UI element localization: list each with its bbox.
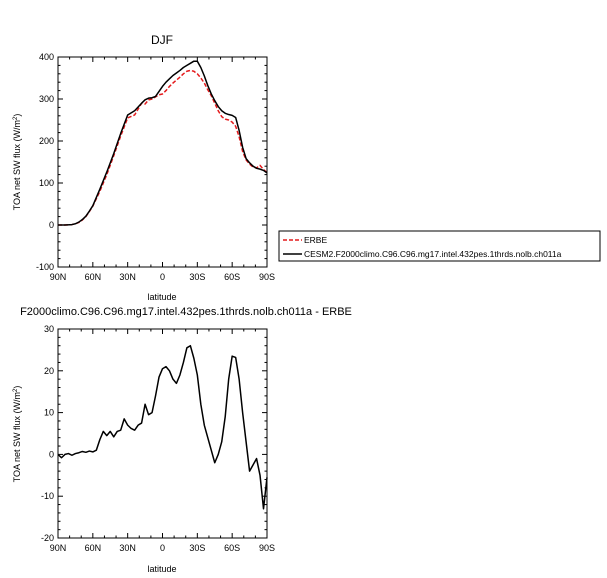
legend-label-erbe: ERBE [304,235,327,245]
top-series-line-0 [58,69,268,226]
bottom-x-tick-label: 30S [189,543,205,553]
top-panel: DJF TOA net SW flux (W/m2) latitude 90N 6… [12,33,275,302]
bottom-x-tick-label: 90N [50,543,67,553]
top-x-tick-label: 90N [50,272,67,282]
top-plot-frame [57,56,268,268]
top-y-axis-label-sup: 2 [13,116,19,120]
top-y-tick-label: -100 [36,262,54,272]
bottom-y-tick-label: 10 [44,408,54,418]
bottom-y-tick-label: -10 [41,491,54,501]
bottom-x-tick-label: 0 [160,543,165,553]
legend-label-model: CESM2.F2000climo.C96.C96.mg17.intel.432p… [304,249,562,259]
top-x-tick-label: 30N [119,272,136,282]
top-series-line-1 [58,60,268,226]
svg-text:TOA net SW flux (W/m2): TOA net SW flux (W/m2) [12,386,22,483]
bottom-y-tick-label: 0 [49,449,54,459]
bottom-plot-area: 90N 60N 30N 0 30S 60S 90S -20 -10 0 10 20 30 [41,324,275,553]
top-y-axis-label: TOA net SW flux (W/m2) [12,114,22,211]
bottom-y-axis-label-sup: 2 [13,388,19,392]
top-x-tick-label: 60N [85,272,102,282]
bottom-y-tick-label: -20 [41,533,54,543]
bottom-y-tick-label: 20 [44,366,54,376]
top-y-axis-label-close: ) [12,114,22,117]
top-y-tick-label: 200 [39,136,54,146]
top-y-axis-label-main: TOA net SW flux (W/m [12,120,22,210]
top-x-tick-label: 30S [189,272,205,282]
bottom-panel: F2000climo.C96.C96.mg17.intel.432pes.1th… [12,306,352,574]
top-x-tick-label: 60S [224,272,240,282]
top-chart-title: DJF [151,33,173,47]
bottom-y-axis-label-close: ) [12,386,22,389]
bottom-chart-title: F2000climo.C96.C96.mg17.intel.432pes.1th… [20,306,352,318]
top-y-tick-label: 100 [39,178,54,188]
bottom-y-axis-label-main: TOA net SW flux (W/m [12,392,22,482]
bottom-x-tick-label: 90S [259,543,275,553]
bottom-y-axis-label: TOA net SW flux (W/m2) [12,386,22,483]
bottom-y-tick-label: 30 [44,324,54,334]
top-y-tick-label: 300 [39,94,54,104]
top-y-tick-label: 0 [49,220,54,230]
svg-text:TOA net SW flux (W/m2): TOA net SW flux (W/m2) [12,114,22,211]
bottom-x-tick-label: 60S [224,543,240,553]
top-y-tick-label: 400 [39,52,54,62]
top-plot-area: 90N 60N 30N 0 30S 60S 90S -100 0 100 200 300 400 [36,52,275,282]
top-x-tick-label: 90S [259,272,275,282]
legend-box [278,230,601,262]
bottom-x-axis-label: latitude [147,564,176,574]
bottom-x-tick-label: 60N [85,543,102,553]
top-x-tick-label: 0 [160,272,165,282]
bottom-series-line-0 [57,344,268,510]
top-x-axis-label: latitude [147,292,176,302]
bottom-x-tick-label: 30N [119,543,136,553]
top-chart-legend: ERBE CESM2.F2000climo.C96.C96.mg17.intel… [278,230,601,262]
